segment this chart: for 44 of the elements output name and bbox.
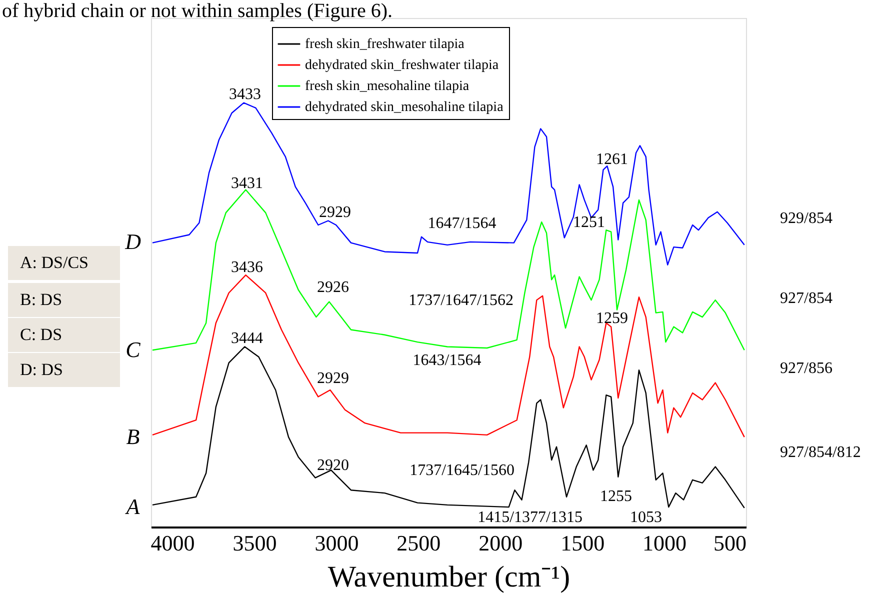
annotation: 1255 [600, 488, 632, 505]
text: C [126, 337, 141, 362]
annotation: 3431 [231, 175, 263, 192]
legend-label: dehydrated skin_mesohaline tilapia [305, 100, 504, 115]
text: 927/856 [780, 360, 832, 377]
annotation: 3436 [231, 259, 263, 276]
legend-label: dehydrated skin_freshwater tilapia [305, 58, 500, 73]
annotation: 2929 [317, 370, 349, 387]
x-tick-label: 1500 [560, 530, 605, 556]
text: B: DS [20, 290, 62, 309]
x-tick-label: 3500 [232, 530, 277, 556]
text: A: DS/CS [20, 253, 88, 272]
x-tick-label: 2000 [478, 530, 523, 556]
annotation: 3433 [229, 86, 261, 103]
text: A [124, 494, 140, 519]
annotation: 1053 [630, 509, 662, 526]
annotation: 1259 [596, 310, 628, 327]
annotation: 2926 [317, 279, 349, 296]
text: C: DS [20, 325, 62, 344]
text: B [126, 424, 140, 449]
text: 927/854/812 [780, 444, 861, 461]
x-tick-label: 4000 [150, 530, 195, 556]
annotation: 3444 [231, 330, 263, 347]
text: D [124, 229, 142, 254]
x-tick-label: 2500 [396, 530, 441, 556]
text: 927/854 [780, 290, 832, 307]
annotation: 1737/1647/1562 [408, 292, 514, 309]
text: of hybrid chain or not within samples (Figure 6). [2, 0, 392, 22]
text: 929/854 [780, 210, 832, 227]
x-tick-label: 3000 [314, 530, 359, 556]
x-tick-label: 500 [714, 530, 746, 556]
annotation: 1737/1645/1560 [410, 462, 514, 479]
annotation: 2929 [319, 204, 351, 221]
annotation: 1261 [596, 151, 628, 168]
x-tick-label: 1000 [642, 530, 687, 556]
annotation: 1251 [573, 214, 605, 231]
x-axis-title: Wavenumber (cm⁻¹) [328, 560, 570, 594]
annotation: 2920 [317, 457, 349, 474]
annotation: 1415/1377/1315 [478, 509, 582, 526]
legend-label: fresh skin_mesohaline tilapia [305, 79, 470, 94]
legend-label: fresh skin_freshwater tilapia [305, 37, 466, 52]
text: D: DS [20, 360, 63, 379]
annotation: 1647/1564 [428, 215, 496, 232]
annotation: 1643/1564 [412, 352, 482, 369]
